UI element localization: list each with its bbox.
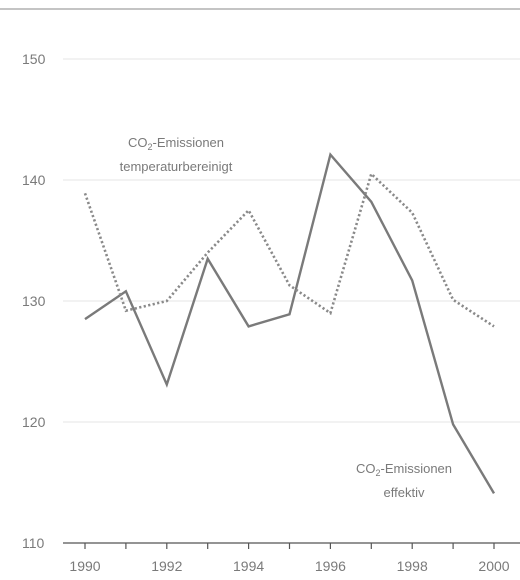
annotation-temperaturbereinigt-line2: temperaturbereinigt bbox=[120, 159, 233, 174]
series-line-temperaturbereinigt bbox=[83, 171, 495, 328]
series-line-effektiv bbox=[84, 152, 496, 495]
annotation-effektiv-sub: 2 bbox=[375, 468, 380, 478]
series-lines bbox=[83, 152, 496, 495]
x-tick-label-1998: 1998 bbox=[397, 558, 428, 574]
x-tick-label-1994: 1994 bbox=[233, 558, 264, 574]
y-tick-label-150: 150 bbox=[22, 51, 46, 67]
y-tick-labels: 110 120 130 140 150 bbox=[22, 51, 46, 551]
y-tick-label-120: 120 bbox=[22, 414, 46, 430]
x-tick-label-2000: 2000 bbox=[478, 558, 509, 574]
annotation-temperaturbereinigt-suffix: -Emissionen bbox=[152, 135, 224, 150]
axes bbox=[63, 542, 520, 549]
annotation-effektiv: CO2-Emissionen bbox=[356, 461, 452, 478]
y-tick-label-140: 140 bbox=[22, 172, 46, 188]
annotation-temperaturbereinigt-prefix: CO bbox=[128, 135, 148, 150]
annotation-effektiv-prefix: CO bbox=[356, 461, 376, 476]
y-tick-label-130: 130 bbox=[22, 293, 46, 309]
annotation-effektiv-suffix: -Emissionen bbox=[380, 461, 452, 476]
x-tick-label-1990: 1990 bbox=[69, 558, 100, 574]
annotation-temperaturbereinigt: CO2-Emissionen bbox=[128, 135, 224, 152]
x-tick-label-1996: 1996 bbox=[315, 558, 346, 574]
y-tick-label-110: 110 bbox=[22, 535, 45, 551]
annotation-temperaturbereinigt-sub: 2 bbox=[147, 142, 152, 152]
annotation-effektiv-line2: effektiv bbox=[384, 485, 425, 500]
x-tick-labels: 1990 1992 1994 1996 1998 2000 bbox=[69, 558, 509, 574]
x-tick-label-1992: 1992 bbox=[151, 558, 182, 574]
gridlines bbox=[63, 58, 520, 423]
